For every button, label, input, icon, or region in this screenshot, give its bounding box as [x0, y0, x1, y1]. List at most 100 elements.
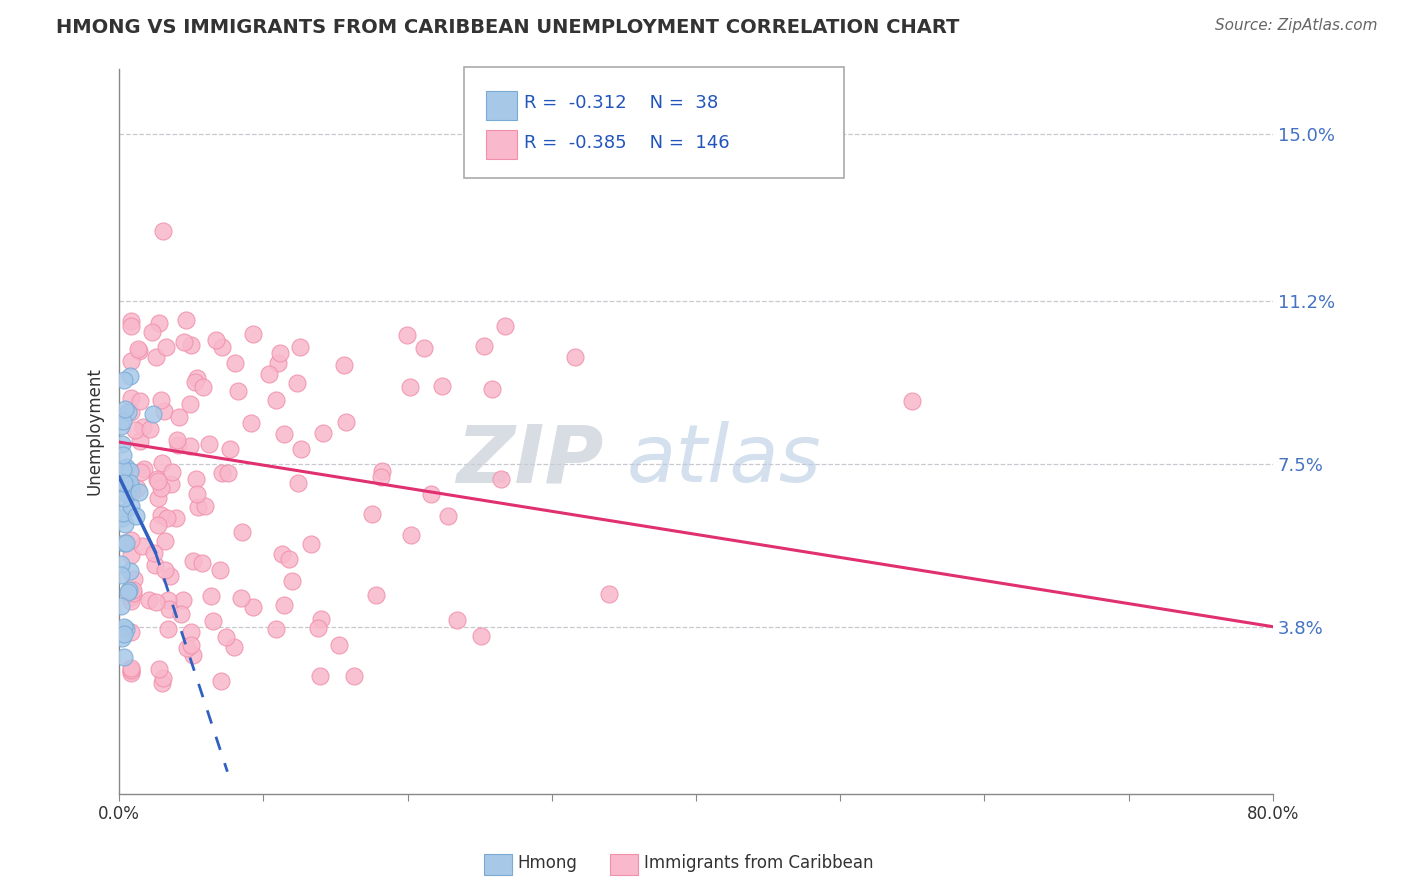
Point — [120, 480, 142, 494]
Point — [399, 380, 422, 394]
Point — [156, 622, 179, 636]
Point — [112, 373, 135, 387]
Point — [215, 631, 238, 645]
Point — [110, 557, 132, 571]
Point — [419, 487, 441, 501]
Point — [156, 510, 179, 524]
Point — [288, 340, 311, 354]
Point — [120, 661, 142, 675]
Point — [231, 524, 253, 539]
Point — [111, 448, 134, 462]
Point — [120, 319, 142, 334]
Point — [209, 673, 232, 688]
Point — [153, 533, 176, 548]
Point — [117, 487, 139, 501]
Point — [110, 631, 132, 645]
Point — [120, 464, 142, 478]
Point — [299, 537, 322, 551]
Point — [115, 460, 138, 475]
Text: atlas: atlas — [627, 421, 821, 500]
Point — [111, 436, 134, 450]
Point — [218, 442, 240, 456]
Point — [112, 650, 135, 665]
Text: R =  -0.385    N =  146: R = -0.385 N = 146 — [524, 134, 730, 152]
Point — [111, 511, 134, 525]
Point — [124, 423, 146, 437]
Point — [193, 500, 215, 514]
Y-axis label: Unemployment: Unemployment — [86, 368, 103, 495]
Point — [277, 552, 299, 566]
Point — [120, 314, 142, 328]
Point — [211, 340, 233, 354]
Point — [156, 593, 179, 607]
Point — [128, 485, 150, 500]
Point — [131, 539, 153, 553]
Point — [112, 491, 135, 506]
Point — [174, 312, 197, 326]
Point — [173, 334, 195, 349]
Point — [122, 586, 145, 600]
Point — [200, 589, 222, 603]
Point — [180, 624, 202, 639]
Point — [273, 598, 295, 612]
Point — [308, 669, 330, 683]
Point — [129, 393, 152, 408]
Point — [149, 393, 172, 408]
Point — [148, 317, 170, 331]
Point — [128, 434, 150, 448]
Point — [198, 436, 221, 450]
Point — [120, 391, 142, 405]
Point — [148, 474, 170, 488]
Point — [145, 350, 167, 364]
Point — [287, 476, 309, 491]
Point — [257, 367, 280, 381]
Point — [120, 664, 142, 678]
Point — [170, 607, 193, 621]
Point — [242, 599, 264, 614]
Point — [124, 508, 146, 523]
Point — [901, 394, 924, 409]
Point — [152, 671, 174, 685]
Point — [122, 572, 145, 586]
Point — [176, 640, 198, 655]
Point — [145, 595, 167, 609]
Point — [115, 622, 138, 636]
Point — [179, 439, 201, 453]
Point — [114, 535, 136, 549]
Point — [167, 438, 190, 452]
Point — [181, 554, 204, 568]
Point — [146, 472, 169, 486]
Point — [120, 664, 142, 678]
Point — [120, 533, 142, 547]
Point — [160, 466, 183, 480]
Point — [150, 456, 173, 470]
Point — [132, 420, 155, 434]
Point — [112, 483, 135, 497]
Point — [273, 427, 295, 442]
Point — [281, 574, 304, 588]
Point — [159, 476, 181, 491]
Point — [143, 546, 166, 560]
Point — [110, 476, 132, 491]
Text: R =  -0.312    N =  38: R = -0.312 N = 38 — [524, 95, 718, 112]
Point — [470, 629, 492, 643]
Point — [120, 499, 142, 513]
Point — [159, 568, 181, 582]
Point — [112, 414, 135, 428]
Point — [149, 508, 172, 523]
Point — [202, 614, 225, 628]
Point — [172, 592, 194, 607]
Point — [180, 638, 202, 652]
Point — [117, 405, 139, 419]
Point — [165, 511, 187, 525]
Point — [181, 648, 204, 662]
Point — [128, 344, 150, 359]
Text: Immigrants from Caribbean: Immigrants from Caribbean — [644, 855, 873, 872]
Point — [153, 403, 176, 417]
Text: Hmong: Hmong — [517, 855, 578, 872]
Point — [401, 528, 423, 542]
Point — [446, 613, 468, 627]
Point — [150, 676, 173, 690]
Point — [152, 224, 174, 238]
Point — [598, 587, 620, 601]
